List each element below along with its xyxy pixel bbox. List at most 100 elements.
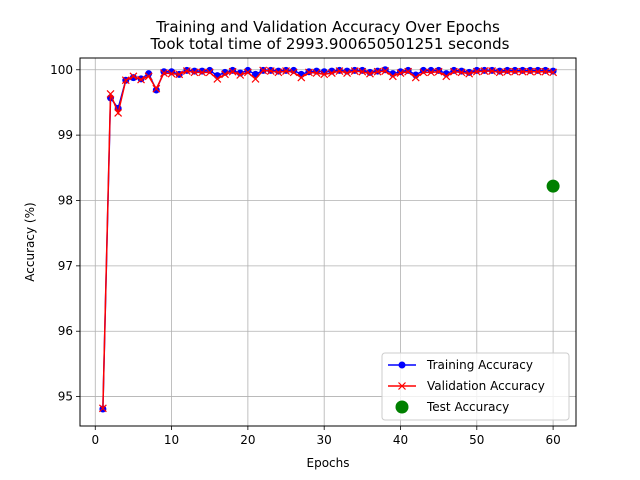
data-point-validation [114,108,123,117]
x-tick-label: 20 [240,433,255,447]
data-point-validation [404,67,413,76]
data-point-validation [373,67,382,76]
data-point-validation [106,90,115,98]
data-point-training [244,66,252,74]
data-point-validation [304,68,313,77]
data-point-training [511,66,519,74]
legend-box [381,352,570,421]
data-point-validation [335,67,344,75]
data-point-validation [388,72,397,81]
data-point-training [526,66,534,74]
data-point-validation [358,67,367,76]
x-tick-label: 30 [317,433,332,447]
legend: Training Accuracy Validation Accuracy Test… [381,352,570,421]
x-tick-label: 40 [393,433,408,447]
y-tick-label: 99 [58,128,73,142]
data-point-validation [190,68,199,77]
y-axis-label: Accuracy (%) [23,202,37,281]
validation-accuracy-line-group [98,66,558,413]
data-point-validation [144,72,153,81]
data-point-training [503,66,511,74]
data-point-validation [221,70,229,79]
data-point-validation [480,67,489,75]
legend-label: Validation Accuracy [427,379,545,393]
legend-entry: Training Accuracy [388,358,533,372]
data-point-validation [312,69,321,77]
data-point-training [496,67,504,75]
data-point-validation [343,69,352,77]
data-point-validation [213,74,222,83]
data-point-validation [121,76,130,85]
y-tick-label: 95 [58,390,73,404]
data-point-validation [434,67,443,76]
data-point-training [541,66,549,74]
y-axis-ticks: 95 96 97 98 99 100 [50,63,80,404]
data-point-training [366,68,374,76]
data-point-validation [205,68,214,77]
data-point-validation [198,68,207,77]
data-point-validation [137,75,145,84]
x-axis-label: Epochs [307,456,350,470]
data-point-validation [419,68,428,77]
data-point-validation [259,66,268,75]
data-point-validation [236,71,245,79]
data-point-validation [243,68,252,77]
x-tick-label: 60 [545,433,560,447]
data-point-validation [533,67,542,76]
data-point-validation [518,67,527,76]
data-point-validation [160,69,168,77]
data-point-validation [282,67,290,75]
data-point-training [549,67,557,75]
data-point-validation [182,67,191,75]
x-tick-label: 10 [164,433,179,447]
data-point-validation [396,69,405,77]
legend-entry: Test Accuracy [395,400,509,414]
plot-series [98,66,560,413]
y-tick-label: 100 [50,63,73,77]
data-point-training [534,66,542,74]
x-tick-label: 50 [469,433,484,447]
data-point-training [198,67,206,75]
data-point-validation [274,68,283,77]
data-point-validation [472,67,481,76]
y-tick-label: 98 [58,193,73,207]
y-tick-label: 96 [58,324,73,338]
data-point-validation [427,68,435,77]
data-point-validation [442,72,451,81]
chart-subtitle: Took total time of 2993.900650501251 sec… [150,35,510,53]
data-point-validation [541,67,550,76]
data-point-training [274,67,282,75]
data-point-validation [366,69,374,78]
grid-lines [80,58,576,426]
data-point-validation [526,67,535,76]
data-point-validation [503,67,512,76]
x-axis-ticks: 0 10 20 30 40 50 60 [91,426,561,447]
legend-label: Training Accuracy [426,358,533,372]
data-point-validation [549,68,558,77]
data-point-validation [129,72,138,81]
x-tick-label: 0 [91,433,99,447]
chart-title: Training and Validation Accuracy Over Ep… [155,18,500,36]
data-point-validation [350,67,359,75]
data-point-validation [449,67,458,76]
y-tick-label: 97 [58,259,73,273]
legend-entry: Validation Accuracy [388,379,545,393]
data-point-validation [297,73,306,82]
data-point-test [546,179,560,193]
data-point-validation [152,84,161,93]
data-point-validation [465,69,474,78]
plot-frame [79,57,577,427]
data-point-validation [98,404,107,413]
data-point-training [129,74,137,82]
data-point-validation [320,70,329,79]
data-point-validation [457,68,466,77]
data-point-training [190,67,198,75]
data-point-validation [167,69,176,78]
legend-label: Test Accuracy [426,400,509,414]
data-point-validation [398,382,406,390]
data-point-validation [251,74,260,83]
data-point-training [519,66,527,74]
data-point-validation [327,69,336,77]
data-point-validation [511,67,519,76]
